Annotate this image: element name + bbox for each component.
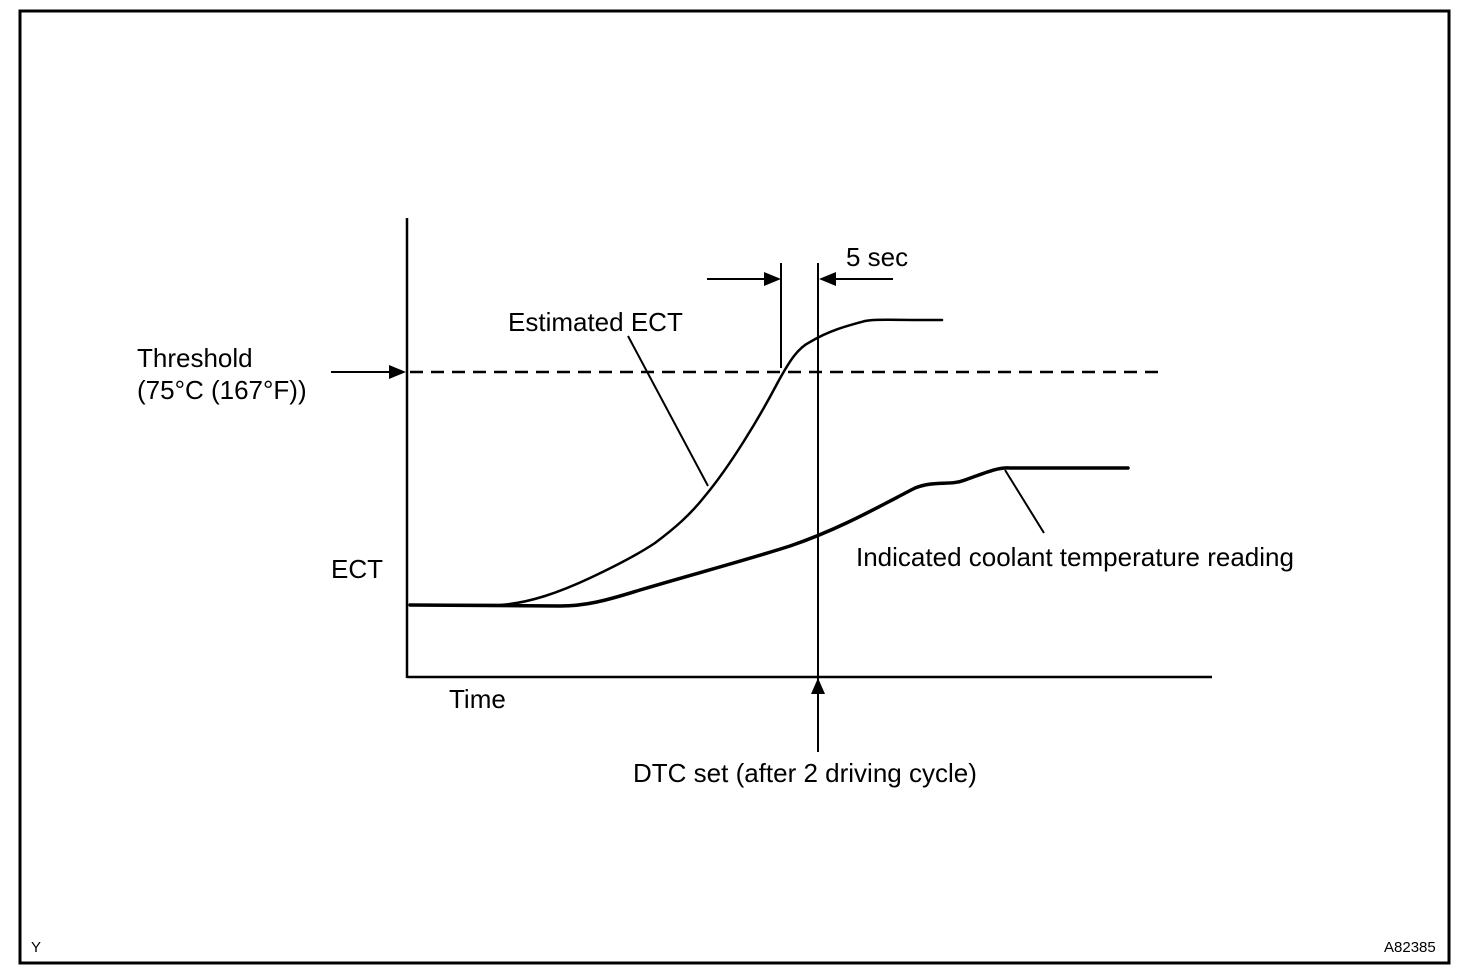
indicated-reading-label: Indicated coolant temperature reading [856, 542, 1294, 572]
estimated-ect-leader [627, 335, 709, 487]
figure-id-label: A82385 [1384, 939, 1436, 956]
dtc-arrow [811, 678, 825, 694]
indicated-reading-leader [1004, 469, 1045, 534]
time-axis-label: Time [449, 684, 506, 714]
ect-axis-label: ECT [331, 554, 383, 584]
figure-frame [18, 9, 1451, 965]
estimated-ect-label: Estimated ECT [508, 307, 683, 337]
corner-left-label: Y [31, 939, 41, 956]
five-sec-label: 5 sec [846, 242, 908, 272]
dtc-set-label: DTC set (after 2 driving cycle) [633, 758, 977, 788]
indicated-temperature-curve [408, 466, 1130, 608]
estimated-ect-curve [408, 318, 944, 607]
five-sec-dimension [707, 272, 893, 286]
threshold-arrow [331, 365, 406, 379]
threshold-label-line2: (75°C (167°F)) [137, 375, 307, 405]
threshold-label-line1: Threshold [137, 343, 253, 373]
